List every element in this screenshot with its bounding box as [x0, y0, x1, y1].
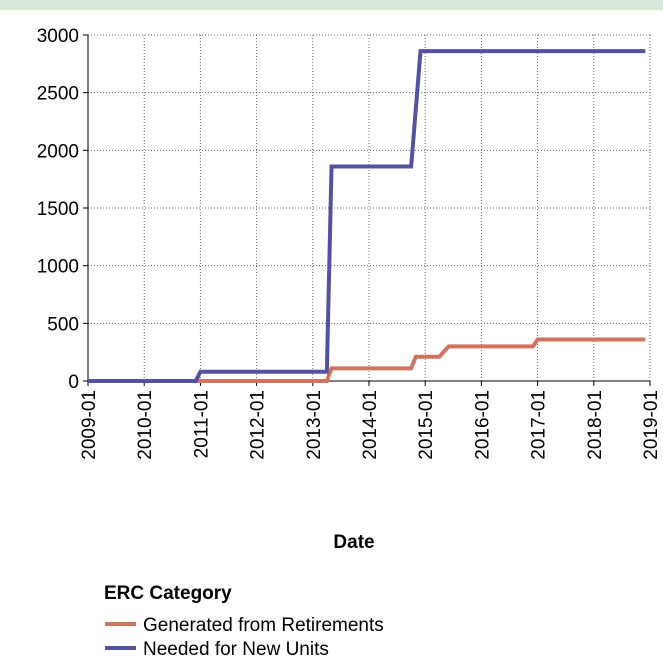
y-tick-label: 0: [68, 372, 79, 393]
x-axis-label: Date: [333, 532, 374, 553]
line-series: [88, 337, 646, 383]
y-tick-label: 500: [47, 314, 79, 335]
y-tick-label: 2000: [37, 141, 79, 162]
legend-title: ERC Category: [104, 583, 232, 604]
x-tick-label: 2016-01: [472, 390, 493, 460]
x-tick-label: 2011-01: [191, 390, 212, 458]
line-series: [88, 49, 646, 383]
y-tick-label: 1000: [37, 257, 79, 278]
x-tick-label: 2012-01: [248, 390, 269, 460]
legend-label: Generated from Retirements: [143, 615, 384, 636]
x-tick-label: 2015-01: [416, 390, 437, 460]
y-tick-label: 1500: [37, 199, 79, 220]
x-tick-label: 2017-01: [529, 390, 550, 460]
x-tick-label: 2010-01: [135, 390, 156, 460]
legend-label: Needed for New Units: [143, 639, 329, 660]
x-tick-label: 2018-01: [585, 390, 606, 460]
y-tick-label: 2500: [37, 84, 79, 105]
x-tick-label: 2009-01: [79, 390, 100, 460]
x-tick-label: 2014-01: [360, 390, 381, 460]
x-tick-label: 2013-01: [304, 390, 325, 460]
y-tick-label: 3000: [37, 26, 79, 47]
x-tick-label: 2019-01: [641, 390, 662, 460]
top-band: [0, 0, 663, 10]
